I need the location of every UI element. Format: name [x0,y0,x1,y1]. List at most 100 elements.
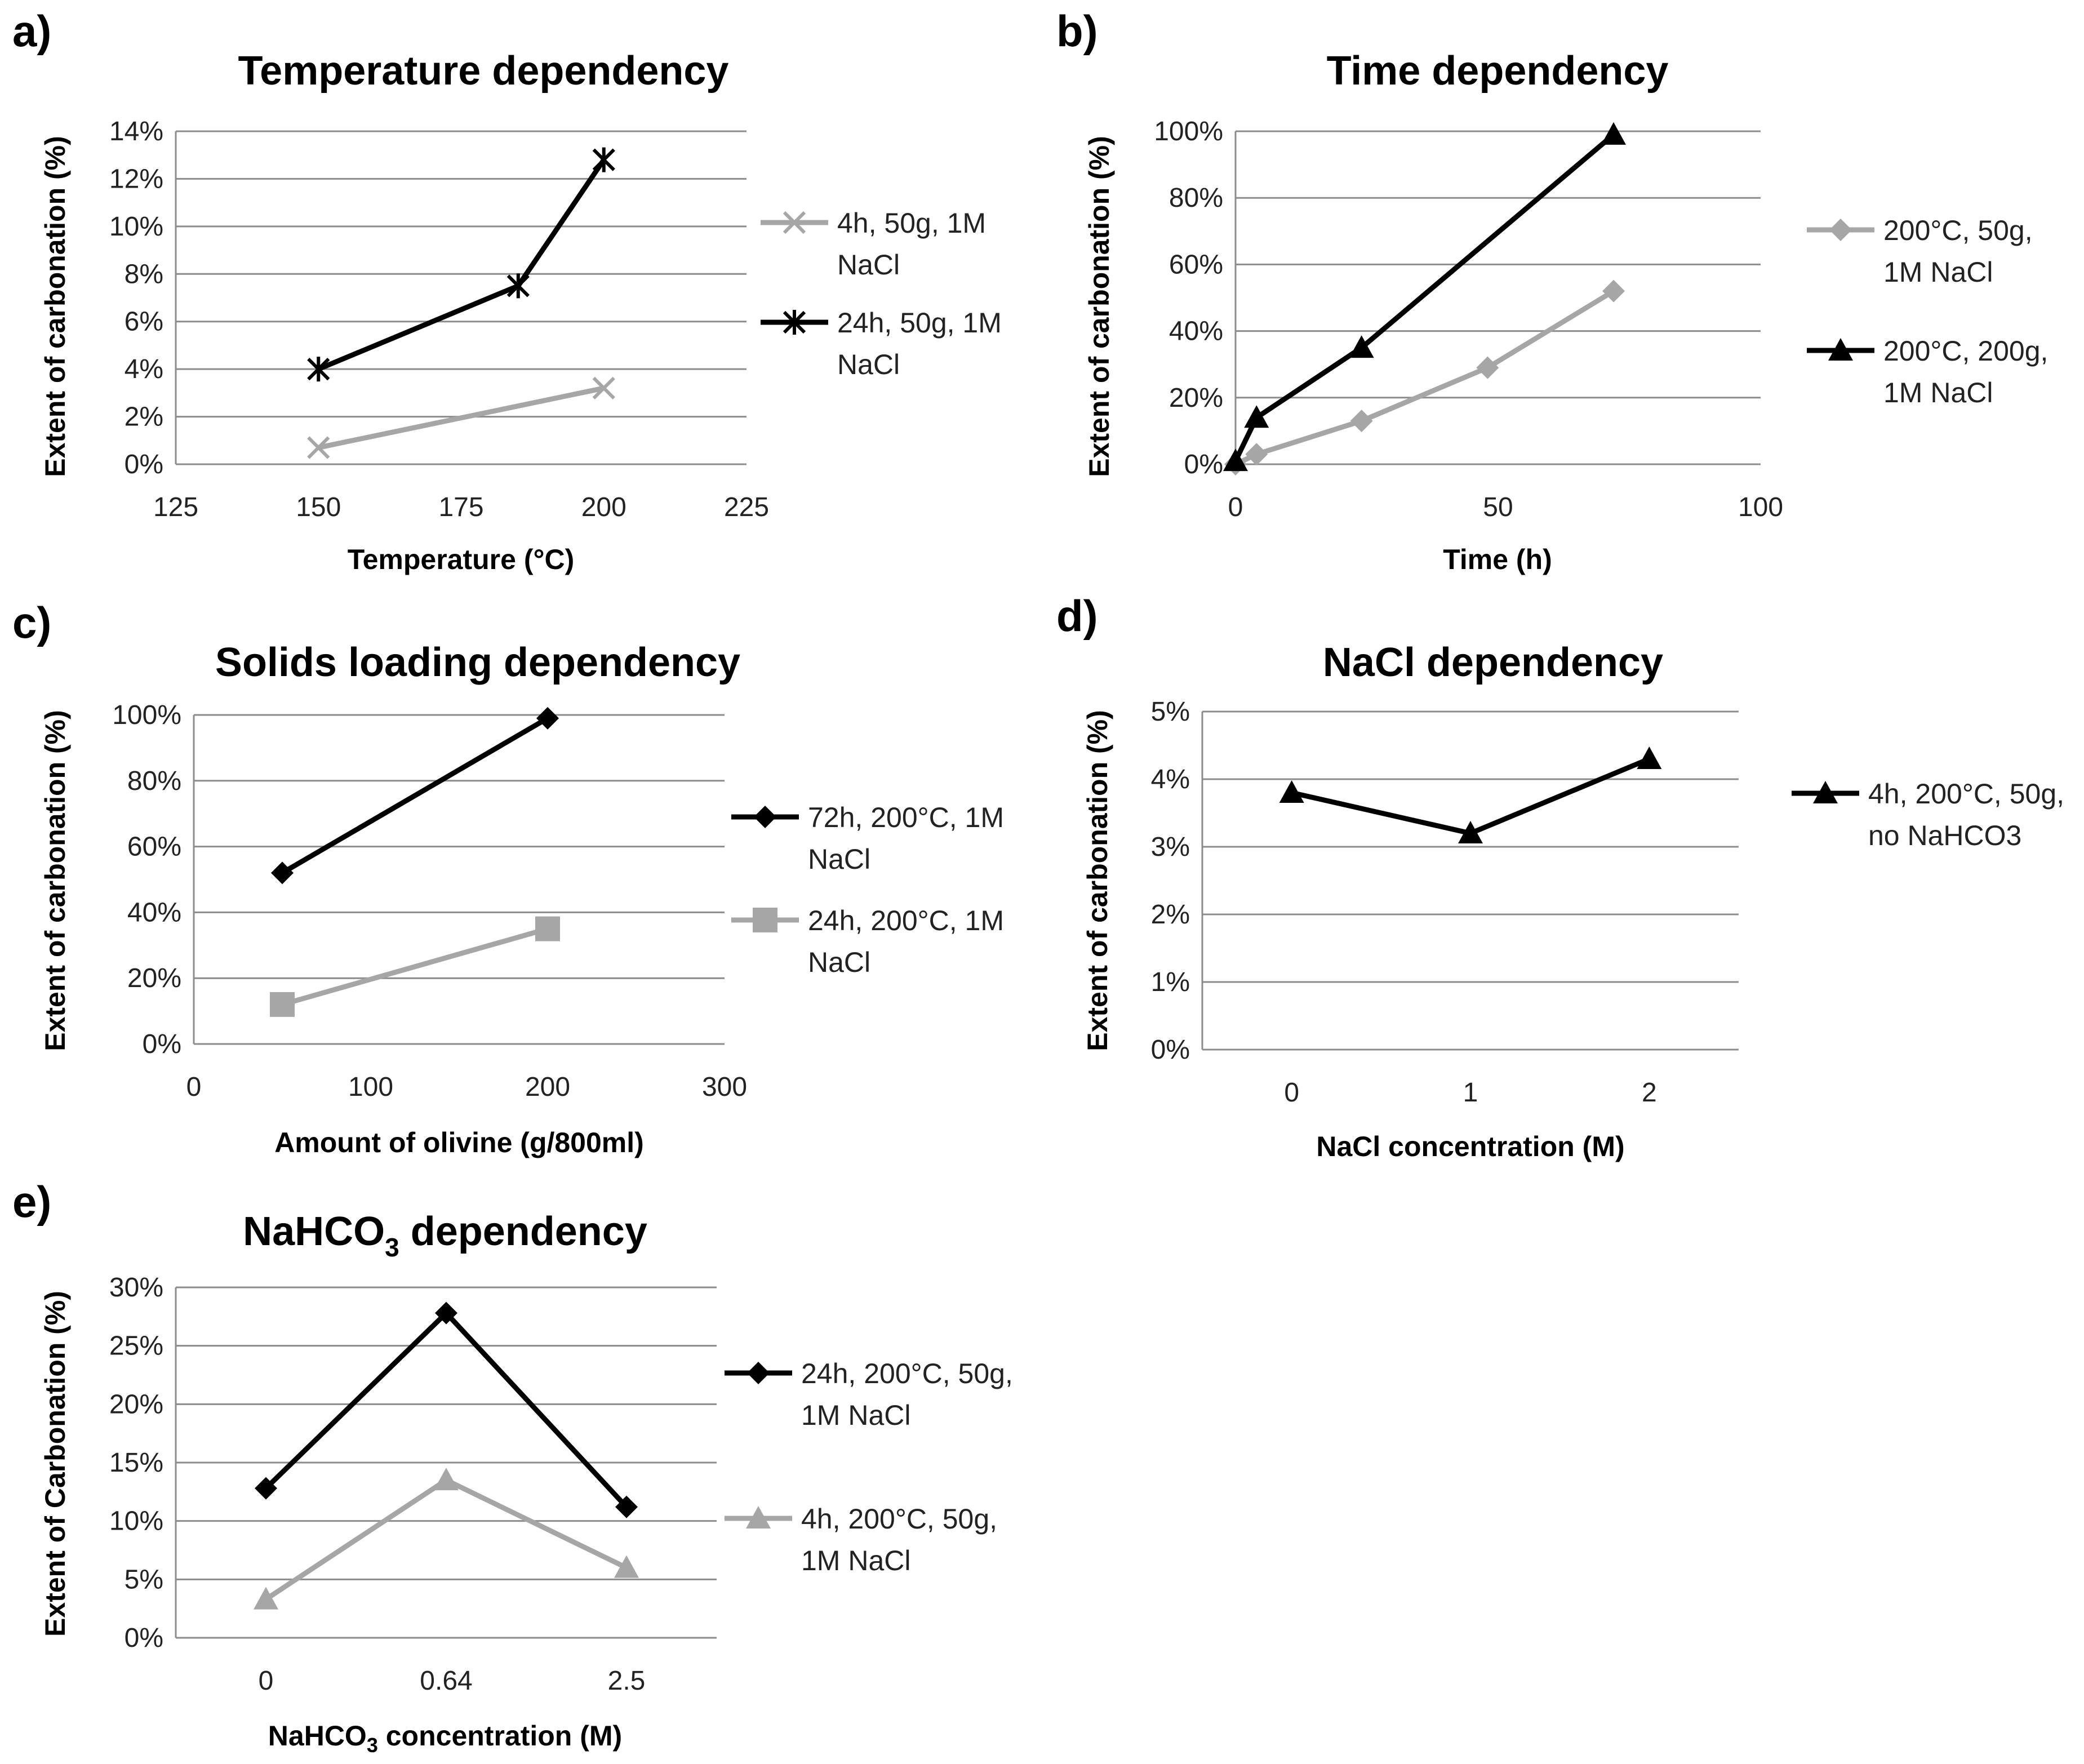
y-tick-label-c-0: 0% [143,1029,181,1059]
y-tick-label-b-0: 0% [1184,450,1223,479]
y-tick-label-e-3: 15% [109,1448,163,1478]
plot-area-b: 0% 20% 40% 60% 80% 100% 0 50 100 [1154,117,1783,522]
x-tick-label-c-3: 300 [702,1072,747,1102]
legend-label-a-1-0: 24h, 50g, 1M [837,307,1002,339]
y-axis-title-c: Extent of carbonation (%) [39,710,71,1051]
y-tick-label-e-0: 0% [125,1623,163,1653]
data-point-b-0-3 [1476,356,1499,379]
data-point-d-0-1 [1458,821,1483,843]
legend-label-b-1-1: 1M NaCl [1883,377,1993,408]
legend-label-b-0-0: 200°C, 50g, [1883,215,2033,246]
x-tick-label-a-3: 200 [581,492,626,522]
legend-marker-c-0 [754,806,776,828]
series-line-c-1 [281,926,549,1007]
plot-area-d: 0% 1% 2% 3% 4% 5% 0 1 2 [1151,697,1739,1108]
x-tick-label-a-4: 225 [724,492,769,522]
y-tick-label-a-0: 0% [125,450,163,479]
panel-label-e: e) [12,1177,51,1227]
legend-label-a-0-0: 4h, 50g, 1M [837,207,986,239]
x-tick-label-b-1: 50 [1483,492,1513,522]
legend-label-a-1-1: NaCl [837,349,900,380]
chart-panel-e: e) NaHCO3 dependency 0%5%10%15%20%25%30%… [12,1177,1013,1757]
legend-label-b-0-1: 1M NaCl [1883,256,1993,288]
chart-panel-a: a) Temperature dependency 0% 2% 4% 6% 8% 10% 1… [12,6,1002,575]
x-axis-title-b: Time (h) [1443,544,1552,575]
y-tick-label-d-3: 3% [1151,832,1190,862]
x-tick-label-d-0: 0 [1284,1078,1299,1108]
series-line-b-1 [1233,132,1615,463]
legend-label-e-1-0: 4h, 200°C, 50g, [801,1503,997,1535]
x-tick-label-a-2: 175 [438,492,483,522]
legend-c: 72h, 200°C, 1M NaCl 24h, 200°C, 1M NaCl [731,802,1004,978]
legend-label-c-0-0: 72h, 200°C, 1M [808,802,1004,833]
x-axis-title-e-sub: 3 [367,1734,378,1757]
chart-title-b: Time dependency [1327,48,1669,94]
data-point-e-1-1 [434,1468,459,1491]
x-tick-label-c-2: 200 [525,1072,570,1102]
data-point-a-1-2 [592,147,615,172]
chart-title-e-tail: dependency [399,1209,647,1254]
data-point-e-0-2 [615,1495,638,1518]
y-tick-label-d-4: 4% [1151,765,1190,794]
y-tick-label-a-5: 10% [109,212,163,242]
y-tick-label-b-3: 60% [1169,250,1223,279]
series-line-a-0 [318,385,605,450]
chart-title-e-sub: 3 [385,1233,399,1262]
legend-b: 200°C, 50g, 1M NaCl 200°C, 200g, 1M NaCl [1807,215,2048,408]
x-tick-label-a-1: 150 [296,492,341,522]
series-line-e-1 [264,1477,628,1602]
chart-panel-b: b) Time dependency 0% 20% 40% 60% 80% 100% 0 50… [1056,6,2048,575]
legend-marker-b-0 [1829,219,1852,241]
y-tick-label-d-0: 0% [1151,1035,1190,1065]
series-line-a-1 [317,158,606,372]
legend-label-e-0-1: 1M NaCl [801,1399,910,1431]
data-point-b-0-2 [1350,410,1373,433]
legend-marker-d-0 [1813,781,1838,803]
y-tick-label-a-1: 2% [125,402,163,432]
y-tick-label-a-2: 4% [125,354,163,384]
legend-marker-e-1 [746,1506,771,1528]
legend-label-b-1-0: 200°C, 200g, [1883,335,2048,367]
x-axis-title-c: Amount of olivine (g/800ml) [274,1127,644,1158]
y-tick-label-b-1: 20% [1169,383,1223,413]
legend-d: 4h, 200°C, 50g, no NaHCO3 [1792,778,2064,851]
y-tick-label-d-1: 1% [1151,967,1190,997]
legend-label-d-0-1: no NaHCO3 [1868,820,2021,851]
x-tick-label-a-0: 125 [153,492,198,522]
x-tick-label-c-1: 100 [348,1072,393,1102]
series-line-b-0 [1234,288,1615,467]
y-tick-label-c-2: 40% [127,897,181,927]
x-tick-label-e-0: 0 [259,1666,274,1696]
data-point-e-1-2 [614,1555,639,1578]
y-tick-label-a-6: 12% [109,164,163,194]
y-tick-label-a-3: 6% [125,307,163,337]
data-point-b-1-2 [1349,335,1374,358]
x-axis-title-e-main: NaHCO [268,1720,367,1752]
panel-label-a: a) [12,6,51,56]
legend-label-c-1-0: 24h, 200°C, 1M [808,905,1004,936]
data-point-b-0-1 [1245,443,1268,466]
data-point-e-0-1 [435,1301,457,1325]
x-tick-label-b-2: 100 [1738,492,1783,522]
panel-label-d: d) [1056,591,1098,641]
data-point-b-0-4 [1602,279,1625,303]
legend-marker-a-1 [783,310,806,335]
data-point-b-1-0 [1223,448,1248,472]
chart-title-a: Temperature dependency [238,48,729,94]
data-point-c-0-1 [536,707,559,730]
chart-title-e: NaHCO3 dependency [243,1209,647,1262]
y-tick-label-b-2: 40% [1169,317,1223,346]
y-tick-label-d-5: 5% [1151,697,1190,727]
chart-title-d: NaCl dependency [1323,640,1663,685]
x-axis-title-e-tail: concentration (M) [378,1720,622,1752]
plot-area-c: 0% 20% 40% 60% 80% 100% 0 100 200 300 [112,700,747,1102]
legend-e: 24h, 200°C, 50g, 1M NaCl 4h, 200°C, 50g, 1M… [725,1358,1013,1576]
data-point-c-1-1 [535,916,560,941]
data-point-a-1-0 [307,357,330,382]
y-tick-label-a-4: 8% [125,259,163,289]
x-tick-label-e-1: 0.64 [420,1666,472,1696]
data-point-b-1-1 [1244,405,1269,428]
data-point-c-1-0 [270,992,295,1017]
chart-title-e-main: NaHCO [243,1209,385,1254]
